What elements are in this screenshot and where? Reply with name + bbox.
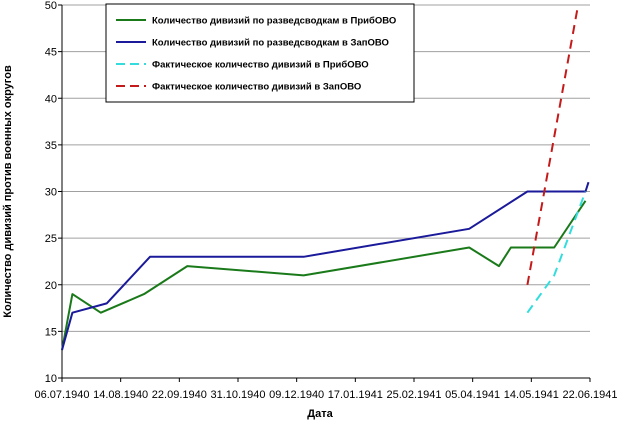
x-axis-title: Дата: [307, 408, 333, 420]
legend-box: [105, 3, 415, 103]
x-tick-label: 14.05.1941: [504, 389, 559, 401]
y-tick-label: 10: [45, 373, 57, 385]
legend-entry-1: Количество дивизий по разведсводкам в Пр…: [152, 16, 396, 27]
x-tick-label: 14.08.1940: [93, 389, 148, 401]
y-tick-label: 20: [45, 280, 57, 292]
x-tick-label: 05.04.1941: [445, 389, 500, 401]
y-tick-label: 50: [45, 0, 57, 12]
y-axis-title: Количество дивизий против военных округо…: [2, 65, 14, 318]
y-tick-label: 25: [45, 233, 57, 245]
x-tick-label: 06.07.1940: [34, 389, 89, 401]
series-line-4: [526, 4, 580, 285]
x-tick-label: 22.06.1941: [562, 389, 617, 401]
y-tick-label: 45: [45, 47, 57, 59]
series-line-1: [61, 200, 587, 351]
y-tick-label: 30: [45, 187, 57, 199]
series-line-2: [61, 181, 590, 351]
y-tick-label: 40: [45, 93, 57, 105]
axes: [58, 4, 591, 382]
legend: Количество дивизий по разведсводкам в Пр…: [105, 3, 415, 103]
x-tick-label: 31.10.1940: [210, 389, 265, 401]
series-line-3: [526, 191, 587, 314]
y-tick-label: 15: [45, 326, 57, 338]
x-tick-label: 22.09.1940: [152, 389, 207, 401]
x-tick-label: 17.01.1941: [328, 389, 383, 401]
x-tick-label: 25.02.1941: [386, 389, 441, 401]
y-tick-labels: 10 15 20 25 30 35 40 45 50: [45, 0, 57, 385]
legend-entry-4: Фактическое количество дивизий в ЗапОВО: [152, 82, 361, 93]
legend-entry-2: Количество дивизий по разведсводкам в За…: [152, 38, 389, 49]
x-tick-labels: 06.07.1940 14.08.1940 22.09.1940 31.10.1940…: [34, 389, 617, 401]
y-tick-label: 35: [45, 140, 57, 152]
series-lines: [61, 4, 590, 351]
x-tick-label: 09.12.1940: [269, 389, 324, 401]
legend-entry-3: Фактическое количество дивизий в ПрибОВО: [152, 60, 369, 71]
